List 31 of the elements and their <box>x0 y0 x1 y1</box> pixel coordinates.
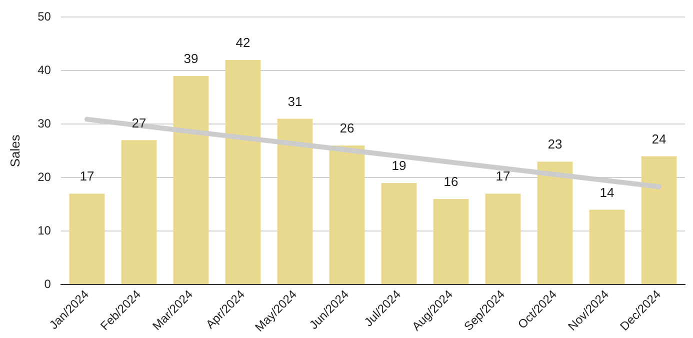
data-label: 24 <box>652 131 666 146</box>
y-tick-label: 10 <box>38 223 52 238</box>
y-tick-label: 50 <box>38 10 52 24</box>
y-tick-label: 20 <box>38 170 52 184</box>
data-label: 14 <box>600 184 614 200</box>
y-axis-title: Sales <box>7 134 22 168</box>
bar <box>69 194 105 284</box>
bar <box>485 194 521 284</box>
data-label: 39 <box>184 51 198 66</box>
y-tick-label: 30 <box>38 116 52 130</box>
bar <box>225 60 261 284</box>
bar <box>329 146 365 284</box>
bar <box>381 182 417 284</box>
data-label: 31 <box>288 94 302 109</box>
data-label: 26 <box>340 120 354 136</box>
data-label: 17 <box>80 168 94 184</box>
data-label: 16 <box>444 174 458 190</box>
data-label: 42 <box>236 35 250 50</box>
data-label: 27 <box>132 115 146 130</box>
y-tick-label: 0 <box>44 276 52 291</box>
bar <box>277 118 313 284</box>
bar <box>641 156 677 284</box>
bar <box>537 162 573 284</box>
bar <box>433 199 469 284</box>
bar <box>121 140 157 284</box>
bar <box>173 76 209 284</box>
data-label: 23 <box>548 136 562 152</box>
y-tick-label: 40 <box>38 62 52 77</box>
data-label: 19 <box>392 158 406 174</box>
bar <box>589 210 625 284</box>
data-label: 17 <box>496 168 510 184</box>
